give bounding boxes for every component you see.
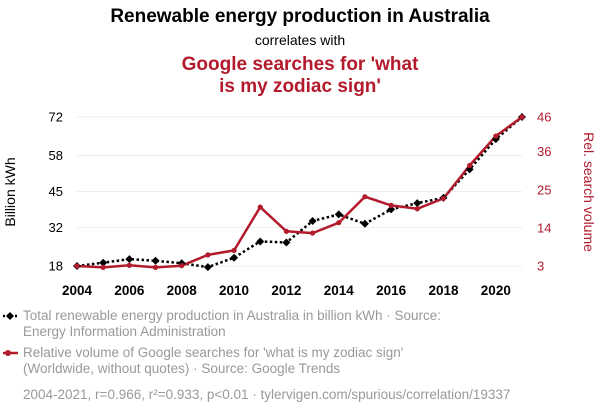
left-tick-label-1: 32 xyxy=(49,220,63,235)
series-1-point-10 xyxy=(336,220,342,226)
series-1-point-8 xyxy=(283,228,290,234)
series-0-point-7 xyxy=(256,237,265,246)
series-0-point-3 xyxy=(151,256,160,265)
legend-searches-line1: Relative volume of Google searches for '… xyxy=(23,345,403,360)
left-tick-label-2: 45 xyxy=(49,184,63,199)
series-1-point-13 xyxy=(414,206,420,212)
legend-marker-energy xyxy=(6,312,14,320)
right-axis-ticks: 3 14 25 36 46 xyxy=(537,110,551,274)
right-tick-label-4: 46 xyxy=(537,110,551,125)
series-1-point-3 xyxy=(152,264,159,270)
x-tick-label-8: 2020 xyxy=(481,283,511,298)
series-1-point-7 xyxy=(257,204,263,210)
legend: Total renewable energy production in Aus… xyxy=(3,308,441,376)
x-tick-label-0: 2004 xyxy=(62,283,93,298)
right-tick-label-2: 25 xyxy=(537,182,551,197)
x-tick-label-4: 2012 xyxy=(271,283,301,298)
series-0-point-6 xyxy=(230,253,239,262)
series-0-point-1 xyxy=(99,258,108,267)
series-1-point-16 xyxy=(493,133,499,139)
right-tick-label-0: 3 xyxy=(537,259,544,274)
series-1-point-17 xyxy=(519,114,525,120)
series-1-point-15 xyxy=(467,162,473,169)
series-0-point-8 xyxy=(282,238,291,247)
right-axis-label: Rel. search volume xyxy=(581,132,597,252)
series-0-point-12 xyxy=(387,205,396,214)
x-tick-label-5: 2014 xyxy=(324,283,355,298)
series-1-point-0 xyxy=(74,263,80,269)
chart-title: Renewable energy production in Australia xyxy=(110,6,490,27)
footer-stats: 2004-2021, r=0.966, r²=0.933, p<0.01 · t… xyxy=(23,387,510,402)
series-1-point-5 xyxy=(205,252,211,258)
series-1-point-12 xyxy=(388,202,394,208)
gridlines xyxy=(77,116,522,267)
series-0-point-13 xyxy=(413,199,422,208)
chart-title2-line2: is my zodiac sign' xyxy=(219,76,381,97)
series-1-point-11 xyxy=(362,194,368,200)
series-line-1 xyxy=(76,115,523,269)
left-axis-label: Billion kWh xyxy=(2,157,18,226)
series-0-point-5 xyxy=(203,263,212,272)
left-tick-label-0: 18 xyxy=(49,259,63,274)
x-tick-label-1: 2006 xyxy=(114,283,145,298)
x-tick-label-7: 2018 xyxy=(428,283,459,298)
x-tick-label-6: 2016 xyxy=(376,283,407,298)
series-0-point-15 xyxy=(465,165,474,174)
legend-marker-searches xyxy=(5,350,11,356)
series-layer xyxy=(73,113,526,272)
series-0-point-11 xyxy=(360,219,369,228)
chart-subtitle: correlates with xyxy=(255,32,345,48)
x-axis-ticks: 2004 2006 2008 2010 2012 2014 2016 2018 2020 xyxy=(62,283,511,298)
x-tick-label-2: 2008 xyxy=(167,283,198,298)
series-1-point-4 xyxy=(179,263,185,269)
legend-energy-line2: Energy Information Administration xyxy=(23,324,226,339)
legend-searches-line2: (Worldwide, without quotes) · Source: Go… xyxy=(23,361,340,376)
series-0-point-2 xyxy=(125,255,134,264)
right-tick-label-3: 36 xyxy=(537,144,551,159)
legend-energy-line1: Total renewable energy production in Aus… xyxy=(23,308,441,323)
left-axis-ticks: 18 32 45 58 72 xyxy=(49,110,63,274)
right-tick-label-1: 14 xyxy=(537,220,551,235)
series-0-point-9 xyxy=(308,217,317,226)
series-1-point-14 xyxy=(440,195,447,202)
series-line-0 xyxy=(76,116,523,269)
chart-title2-line1: Google searches for 'what xyxy=(182,54,419,75)
series-1-point-6 xyxy=(231,247,237,254)
series-0-point-10 xyxy=(334,210,343,219)
series-1-point-1 xyxy=(100,264,106,270)
left-tick-label-3: 58 xyxy=(49,148,63,163)
series-1-point-9 xyxy=(309,230,316,236)
x-tick-label-3: 2010 xyxy=(219,283,249,298)
left-tick-label-4: 72 xyxy=(49,110,63,125)
series-1-point-2 xyxy=(126,262,132,268)
